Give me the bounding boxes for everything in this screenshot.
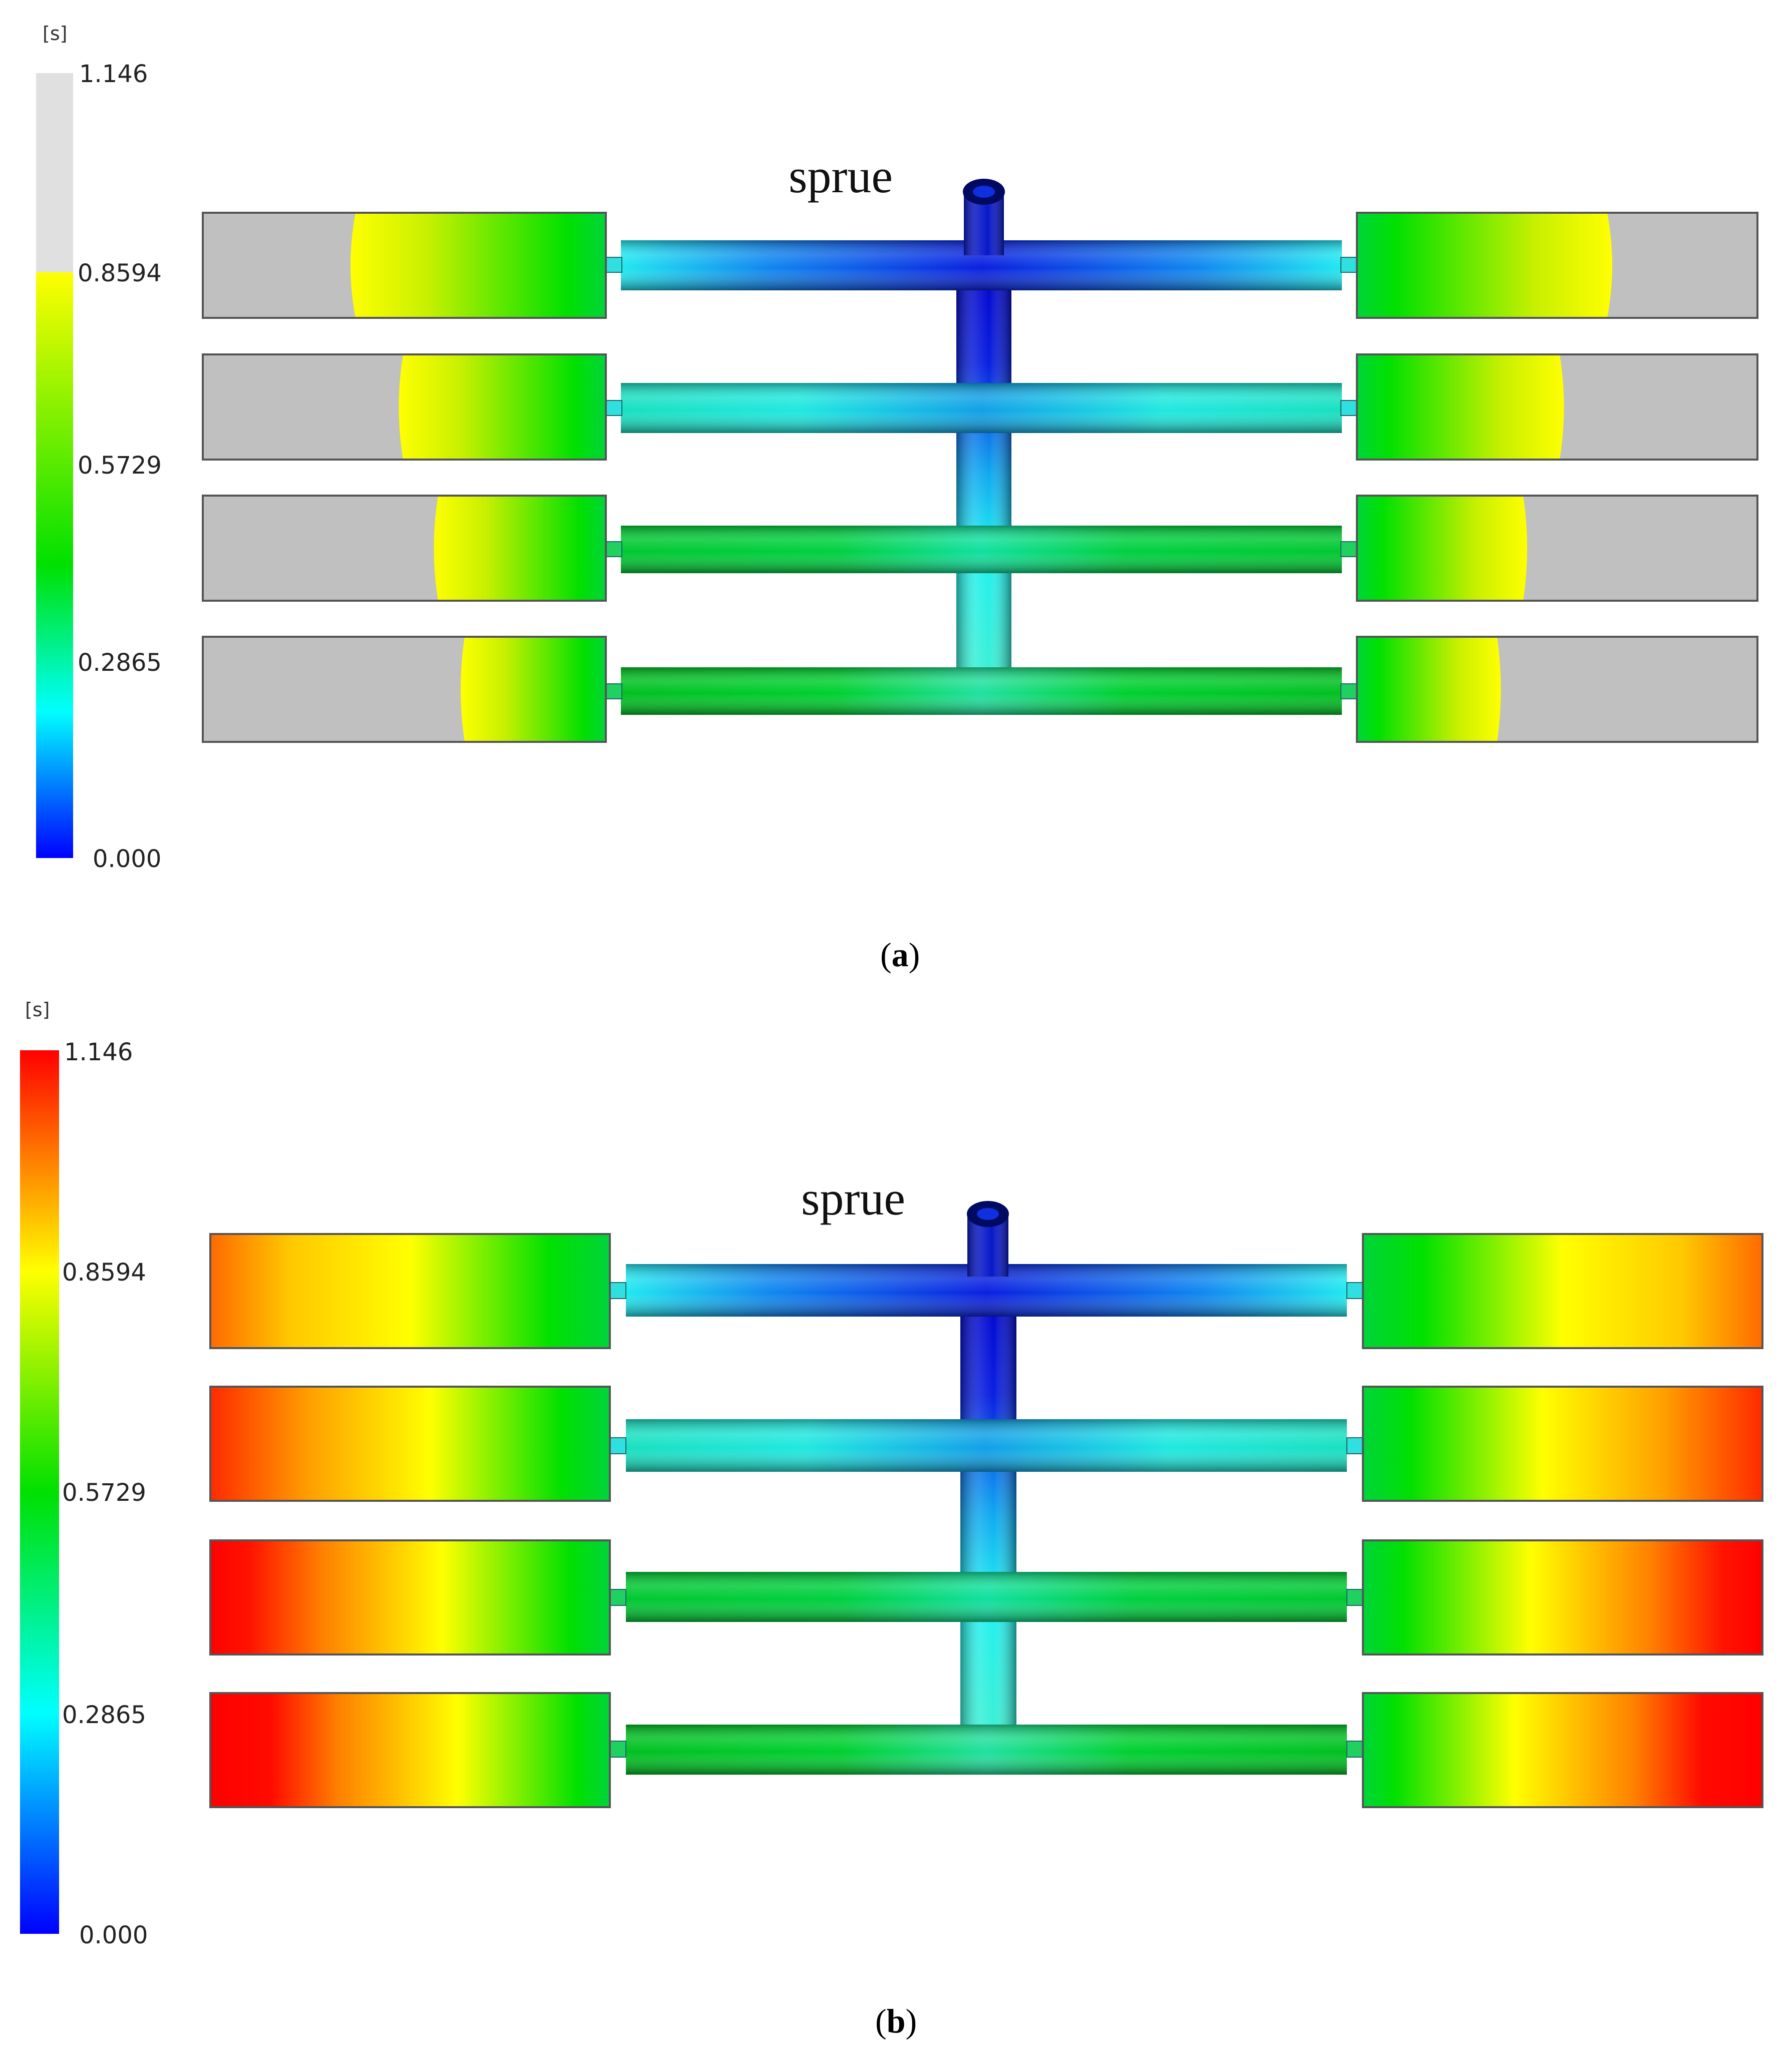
gates	[605, 257, 1357, 699]
legend-max-label: 1.146	[64, 1038, 133, 1066]
panel-b: [s] 1.146 0.8594 0.5729 0.2865 0.000	[20, 999, 1763, 2040]
cavity-left-2	[202, 495, 607, 602]
sprue	[963, 179, 1005, 255]
cavity-right-1	[1362, 1386, 1763, 1502]
cavity-left-1	[202, 353, 607, 461]
runner-2	[626, 1572, 1347, 1622]
legend-max-label: 1.146	[79, 60, 148, 88]
cavity-right-0	[1356, 212, 1758, 319]
cavity-right-3	[1362, 1692, 1763, 1808]
runner-1	[626, 1419, 1347, 1472]
sprue-label: sprue	[801, 1171, 905, 1225]
legend-tick-label: 0.5729	[62, 1479, 146, 1507]
panel-a: [s] 1.146 0.8594 0.5729 0.2865 0.000	[36, 23, 1758, 974]
left-cavities	[209, 1233, 611, 1808]
right-cavities	[1362, 1233, 1763, 1808]
legend-unit-label: [s]	[43, 23, 67, 45]
runner-2	[621, 526, 1342, 573]
runner-1	[621, 383, 1342, 433]
legend-min-label: 0.000	[79, 1921, 148, 1949]
legend-unfilled-band	[36, 73, 73, 272]
runner-3	[626, 1725, 1347, 1775]
color-legend: [s] 1.146 0.8594 0.5729 0.2865 0.000	[20, 999, 148, 1949]
legend-tick-label: 0.8594	[78, 259, 162, 287]
gates	[609, 1282, 1363, 1758]
cavity-left-2	[209, 1539, 611, 1655]
legend-tick-label: 0.2865	[62, 1701, 146, 1729]
runner-3	[621, 667, 1342, 715]
legend-color-bar	[36, 272, 73, 858]
cavity-right-0	[1362, 1233, 1763, 1349]
legend-min-label: 0.000	[93, 845, 161, 873]
cavity-left-0	[202, 212, 607, 319]
cavity-right-2	[1356, 495, 1758, 602]
main-runner	[960, 1277, 1016, 1752]
legend-color-bar	[20, 1050, 59, 1934]
sprue-label: sprue	[789, 149, 893, 203]
legend-tick-label: 0.5729	[78, 452, 162, 480]
sprue	[967, 1201, 1009, 1277]
panel-caption: (b)	[875, 2002, 917, 2040]
main-runner	[956, 255, 1011, 691]
panel-caption: (a)	[880, 936, 920, 974]
legend-unit-label: [s]	[25, 999, 50, 1021]
cavity-left-1	[209, 1386, 611, 1502]
cavity-right-1	[1356, 353, 1758, 461]
color-legend: [s] 1.146 0.8594 0.5729 0.2865 0.000	[36, 23, 162, 873]
cavity-left-0	[209, 1233, 611, 1349]
cavity-left-3	[209, 1692, 611, 1808]
cavity-left-3	[202, 636, 607, 743]
legend-tick-label: 0.8594	[62, 1259, 146, 1287]
left-cavities	[202, 212, 607, 743]
right-cavities	[1356, 212, 1758, 743]
legend-tick-label: 0.2865	[78, 649, 162, 677]
cavity-right-2	[1362, 1539, 1763, 1655]
cavity-right-3	[1356, 636, 1758, 743]
